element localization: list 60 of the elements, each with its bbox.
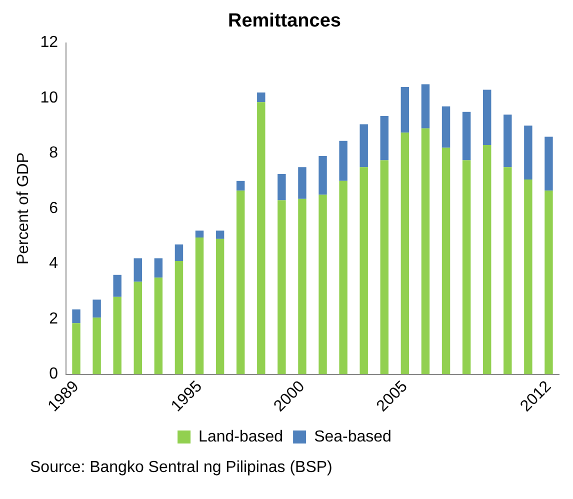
bar [216, 238, 224, 374]
bar [92, 300, 101, 318]
bar [154, 258, 163, 278]
bar [72, 323, 80, 374]
bar [421, 84, 430, 128]
bar [462, 112, 471, 160]
bar [174, 244, 184, 262]
bar [278, 200, 286, 374]
y-tick-label: 2 [49, 310, 58, 328]
y-tick-label: 10 [40, 89, 58, 106]
bar [504, 114, 512, 168]
bar [544, 136, 553, 191]
y-tick-label: 4 [49, 255, 58, 272]
bar [72, 309, 80, 324]
bar [298, 198, 306, 374]
legend-label: Sea-based [314, 428, 392, 446]
bar [195, 238, 204, 374]
bar [257, 102, 266, 374]
bar [298, 167, 306, 199]
bar [360, 167, 368, 374]
chart-title: Remittances [228, 10, 341, 32]
source-note: Source: Bangko Sentral ng Pilipinas (BSP) [30, 459, 334, 477]
bar [524, 180, 532, 374]
bar [504, 167, 512, 374]
bar [113, 296, 122, 374]
bar [400, 132, 410, 374]
bar [195, 230, 204, 238]
bar [134, 258, 142, 282]
bar [318, 194, 327, 374]
bar [154, 278, 163, 374]
bar [442, 148, 450, 374]
bar [236, 190, 245, 374]
bar [544, 190, 553, 374]
bar [339, 140, 348, 181]
bar [318, 156, 327, 195]
bar [482, 145, 492, 374]
bar [236, 180, 245, 191]
bar [360, 124, 368, 168]
legend-label: Land-based [198, 428, 284, 446]
bar [380, 116, 389, 160]
bar [462, 160, 471, 374]
bar [174, 261, 184, 374]
bar [442, 106, 450, 148]
y-tick-label: 8 [49, 144, 58, 162]
bar [380, 160, 389, 374]
bar [524, 126, 532, 180]
bar [216, 230, 224, 239]
y-tick-label: 12 [40, 34, 58, 52]
bar [92, 318, 101, 374]
y-tick-label: 0 [49, 366, 58, 383]
bar [134, 282, 142, 374]
bar [421, 128, 430, 374]
y-axis-title: Percent of GDP [15, 152, 32, 265]
bar [278, 174, 286, 200]
bar [113, 274, 122, 297]
bar [400, 86, 410, 133]
y-tick-label: 6 [49, 200, 58, 217]
bar [482, 90, 492, 145]
bar [257, 92, 266, 102]
bar [339, 180, 348, 374]
